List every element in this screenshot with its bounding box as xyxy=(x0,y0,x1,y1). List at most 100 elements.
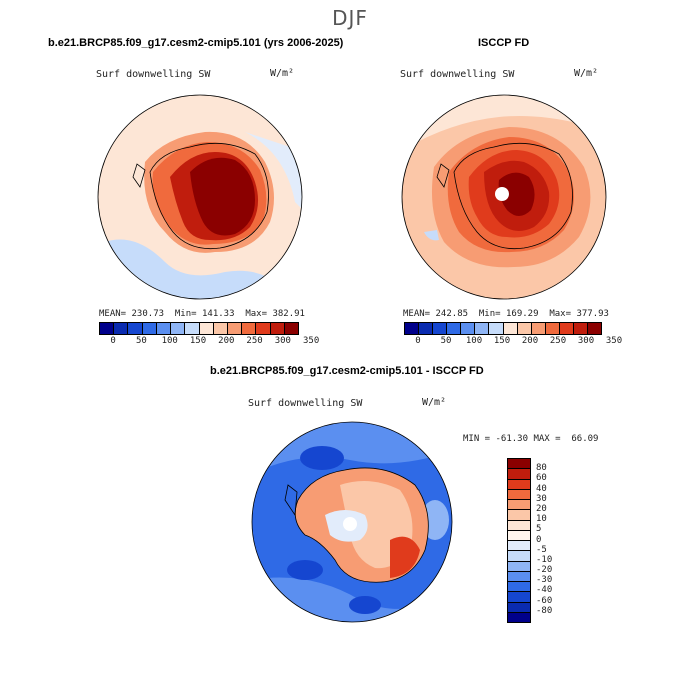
panel3-strong-positive xyxy=(390,536,420,578)
panel3-colorbar-ticks: 80 60 40 30 20 10 5 0 -5 -10 -20 -30 -40 -60 -80 xyxy=(536,458,576,621)
colorbar-swatch xyxy=(114,323,129,334)
panel3-colorbar xyxy=(507,458,531,623)
colorbar-swatch xyxy=(405,323,420,334)
colorbar-swatch xyxy=(447,323,462,334)
panel1-max-label: Max= xyxy=(245,309,268,319)
colorbar-swatch xyxy=(433,323,448,334)
colorbar-tick-label: -10 xyxy=(536,554,553,565)
colorbar-swatch xyxy=(588,323,602,334)
panel1-min-label: Min= xyxy=(174,309,197,319)
colorbar-swatch xyxy=(517,323,532,334)
colorbar-tick-label: 350 xyxy=(605,336,623,346)
panel2-polar-map xyxy=(401,94,607,300)
panel2-colorbar-ticks: 0 50 100 150 200 250 300 350 xyxy=(404,336,622,348)
panel2-polar-hole xyxy=(495,187,509,201)
panel1-peninsula xyxy=(132,163,146,188)
panel2-case-title: ISCCP FD xyxy=(478,37,530,49)
panel2-coastline xyxy=(453,142,573,250)
panel3-case-title: b.e21.BRCP85.f09_g17.cesm2-cmip5.101 - I… xyxy=(210,365,484,377)
panel2-variable-label: Surf downwelling SW xyxy=(400,69,515,80)
colorbar-swatch xyxy=(508,612,530,622)
colorbar-swatch xyxy=(508,571,530,582)
colorbar-swatch xyxy=(503,323,518,334)
colorbar-swatch xyxy=(508,510,530,521)
panel1-max-value: 382.91 xyxy=(272,309,305,319)
colorbar-tick-label: 20 xyxy=(536,503,547,514)
colorbar-tick-label: 200 xyxy=(218,336,235,346)
panel2-min-value: 169.29 xyxy=(505,309,539,319)
panel1-case-title: b.e21.BRCP85.f09_g17.cesm2-cmip5.101 (yr… xyxy=(48,37,344,49)
colorbar-tick-label: -30 xyxy=(536,575,553,586)
colorbar-tick-label: 300 xyxy=(274,336,291,346)
panel2-stats: MEAN= 242.85 Min= 169.29 Max= 377.93 xyxy=(403,309,609,319)
colorbar-swatch xyxy=(489,323,504,334)
colorbar-swatch xyxy=(227,323,243,334)
colorbar-tick-label: 50 xyxy=(440,336,452,346)
panel2-low-spot xyxy=(424,230,439,241)
colorbar-swatch xyxy=(508,500,530,511)
colorbar-swatch xyxy=(508,592,530,603)
colorbar-tick-label: 80 xyxy=(536,463,547,474)
colorbar-swatch xyxy=(284,323,299,334)
panel2-max-value: 377.93 xyxy=(576,309,609,319)
colorbar-swatch xyxy=(508,520,530,531)
colorbar-swatch xyxy=(256,323,271,334)
colorbar-tick-label: 300 xyxy=(577,336,595,346)
panel3-blob-3 xyxy=(349,596,381,614)
panel3-peninsula xyxy=(284,484,298,517)
colorbar-tick-label: 0 xyxy=(415,336,421,346)
colorbar-swatch xyxy=(461,323,476,334)
panel1-colorbar xyxy=(99,322,299,335)
panel2-units-label: W/m² xyxy=(574,68,599,79)
colorbar-tick-label: 200 xyxy=(521,336,539,346)
panel1-colorbar-ticks: 0 50 100 150 200 250 300 350 xyxy=(99,336,319,348)
colorbar-tick-label: 40 xyxy=(536,483,547,494)
colorbar-swatch xyxy=(419,323,434,334)
panel2-colorbar xyxy=(404,322,602,335)
colorbar-swatch xyxy=(508,479,530,490)
panel1-min-value: 141.33 xyxy=(201,309,235,319)
colorbar-tick-label: 100 xyxy=(465,336,483,346)
panel1-low-band-2 xyxy=(245,132,302,212)
colorbar-swatch xyxy=(508,469,530,480)
panel2-max-label: Max= xyxy=(549,309,572,319)
colorbar-swatch xyxy=(559,323,574,334)
panel2-core xyxy=(498,172,535,216)
panel3-polar-map xyxy=(251,421,453,623)
colorbar-swatch xyxy=(531,323,546,334)
colorbar-swatch xyxy=(508,530,530,541)
panel1-units-label: W/m² xyxy=(270,68,295,79)
panel3-blob-1 xyxy=(300,446,344,470)
colorbar-tick-label: 250 xyxy=(246,336,263,346)
colorbar-tick-label: 10 xyxy=(536,514,547,525)
panel1-polar-map xyxy=(97,94,303,300)
colorbar-tick-label: -40 xyxy=(536,585,553,596)
colorbar-tick-label: -5 xyxy=(536,544,547,555)
colorbar-swatch xyxy=(100,323,115,334)
colorbar-tick-label: 50 xyxy=(136,336,147,346)
colorbar-swatch xyxy=(545,323,560,334)
panel3-coastline xyxy=(294,467,429,583)
colorbar-swatch xyxy=(573,323,589,334)
colorbar-swatch xyxy=(508,489,530,500)
panel1-mean-label: MEAN= xyxy=(99,309,127,319)
colorbar-tick-label: 5 xyxy=(536,524,542,535)
colorbar-swatch xyxy=(242,323,257,334)
colorbar-tick-label: 250 xyxy=(549,336,567,346)
panel2-min-label: Min= xyxy=(478,309,501,319)
panel3-map-border xyxy=(251,421,453,623)
panel3-blob-2 xyxy=(287,560,323,580)
colorbar-tick-label: 60 xyxy=(536,473,547,484)
panel3-variable-label: Surf downwelling SW xyxy=(248,398,363,409)
colorbar-tick-label: -60 xyxy=(536,595,553,606)
colorbar-swatch xyxy=(508,459,530,470)
panel2-mean-label: MEAN= xyxy=(403,309,431,319)
panel2-mean-value: 242.85 xyxy=(435,309,469,319)
colorbar-tick-label: 150 xyxy=(189,336,207,346)
colorbar-swatch xyxy=(199,323,214,334)
panel2-map-border xyxy=(401,94,607,300)
colorbar-swatch xyxy=(185,323,200,334)
colorbar-tick-label: -80 xyxy=(536,605,553,616)
panel3-stats: MIN = -61.30 MAX = 66.09 xyxy=(463,434,599,444)
panel2-peninsula xyxy=(436,163,450,188)
